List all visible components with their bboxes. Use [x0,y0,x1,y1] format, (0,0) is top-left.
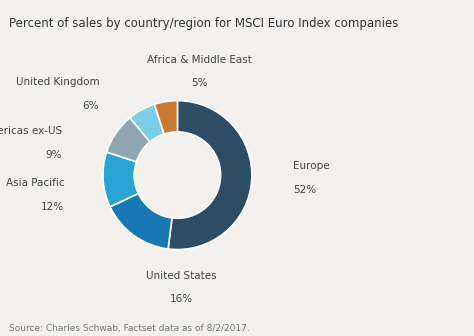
Text: Source: Charles Schwab, Factset data as of 8/2/2017.: Source: Charles Schwab, Factset data as … [9,324,250,333]
Text: 5%: 5% [191,78,208,88]
Text: United States: United States [146,271,217,281]
Text: 6%: 6% [83,100,99,111]
Wedge shape [168,100,252,250]
Wedge shape [155,100,177,134]
Text: 16%: 16% [170,294,193,304]
Text: 12%: 12% [41,202,64,212]
Wedge shape [103,152,138,207]
Text: Asia Pacific: Asia Pacific [6,178,64,188]
Text: Europe: Europe [293,161,329,171]
Wedge shape [107,118,150,162]
Text: Percent of sales by country/region for MSCI Euro Index companies: Percent of sales by country/region for M… [9,17,399,30]
Text: 9%: 9% [46,150,62,160]
Text: Americas ex-US: Americas ex-US [0,126,62,136]
Wedge shape [130,104,164,142]
Wedge shape [110,194,172,249]
Text: United Kingdom: United Kingdom [16,77,99,87]
Text: Africa & Middle East: Africa & Middle East [147,55,252,65]
Text: 52%: 52% [293,185,316,195]
